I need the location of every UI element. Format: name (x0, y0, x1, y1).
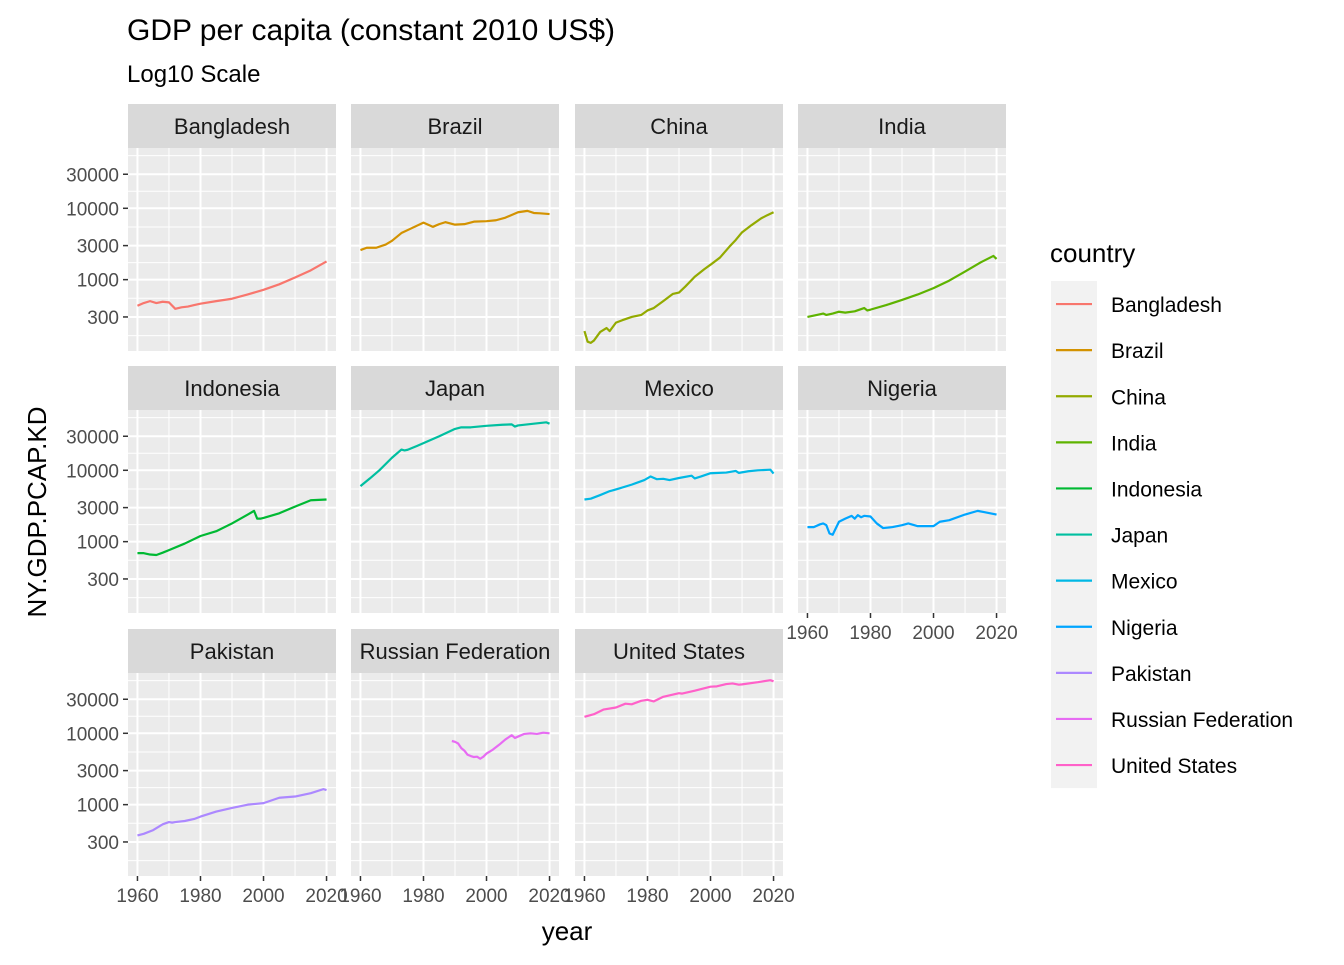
legend-label: Russian Federation (1111, 709, 1293, 732)
facet-strip (798, 366, 1006, 410)
y-tick-label: 30000 (66, 165, 119, 186)
legend-title: country (1050, 238, 1135, 268)
x-tick-label: 2000 (912, 623, 954, 644)
facet-strip-label: Russian Federation (360, 639, 551, 664)
series-line-united-states (584, 679, 774, 718)
legend-label: China (1111, 386, 1166, 409)
facet-strip (351, 366, 559, 410)
y-axis-label: NY.GDP.PCAP.KD (22, 407, 52, 618)
facet-strip-label: Indonesia (184, 376, 280, 401)
legend-label: Pakistan (1111, 663, 1192, 686)
series-line-pakistan (137, 788, 327, 837)
facet-china: China (575, 104, 783, 351)
y-tick-label: 30000 (66, 690, 119, 711)
facet-japan: Japan (351, 366, 559, 613)
x-axis-label: year (542, 916, 593, 946)
y-tick-label: 1000 (77, 533, 119, 554)
legend: country Bangladesh Brazil China India Indone… (1050, 238, 1293, 789)
y-tick-label: 3000 (77, 499, 119, 520)
legend-label: Nigeria (1111, 617, 1178, 640)
series-line-bangladesh (137, 260, 328, 310)
legend-label: Bangladesh (1111, 294, 1222, 317)
y-tick-label: 3000 (77, 237, 119, 258)
chart-subtitle: Log10 Scale (127, 61, 260, 88)
facet-strip (798, 104, 1006, 148)
x-tick-label: 1960 (786, 623, 828, 644)
chart-title: GDP per capita (constant 2010 US$) (127, 14, 615, 47)
legend-label: Brazil (1111, 340, 1164, 363)
legend-label: Japan (1111, 525, 1168, 548)
facet-panels: Bangladesh 300 1000 3000 10000 30000 Brazil Chi… (66, 104, 1018, 907)
facet-strip (128, 366, 336, 410)
x-tick-label: 1980 (849, 623, 891, 644)
legend-label: United States (1111, 755, 1237, 778)
facet-strip-label: Bangladesh (174, 114, 290, 139)
x-tick-label: 1960 (116, 886, 158, 907)
facet-strip (575, 629, 783, 673)
y-tick-label: 1000 (77, 796, 119, 817)
facet-strip (575, 104, 783, 148)
y-tick-label: 10000 (66, 461, 119, 482)
facet-strip (351, 104, 559, 148)
facet-strip-label: United States (613, 639, 745, 664)
facet-strip-label: China (650, 114, 708, 139)
series-line-russian-federation (451, 731, 550, 760)
facet-strip-label: Pakistan (190, 639, 274, 664)
y-tick-label: 300 (87, 833, 119, 854)
facet-strip-label: Nigeria (867, 376, 937, 401)
series-line-china (583, 211, 775, 344)
facet-mexico: Mexico (575, 366, 783, 613)
facet-strip-label: Brazil (427, 114, 482, 139)
x-tick-label: 2000 (242, 886, 284, 907)
x-tick-label: 1980 (626, 886, 668, 907)
facet-strip (128, 104, 336, 148)
facet-strip (575, 366, 783, 410)
facet-strip (128, 629, 336, 673)
x-tick-label: 2020 (752, 886, 794, 907)
y-tick-label: 300 (87, 570, 119, 591)
series-line-nigeria (807, 509, 997, 536)
series-line-brazil (360, 209, 550, 252)
series-line-mexico (584, 468, 775, 501)
y-tick-label: 10000 (66, 199, 119, 220)
facet-strip-label: India (878, 114, 926, 139)
x-tick-label: 2000 (689, 886, 731, 907)
x-tick-label: 2020 (528, 886, 570, 907)
legend-label: India (1111, 432, 1157, 455)
facet-strip (351, 629, 559, 673)
y-tick-label: 3000 (77, 762, 119, 783)
y-tick-label: 300 (87, 308, 119, 329)
y-tick-label: 30000 (66, 427, 119, 448)
facet-strip-label: Mexico (644, 376, 714, 401)
facet-indonesia: Indonesia 300 1000 3000 10000 30000 (66, 366, 336, 613)
x-tick-label: 2020 (305, 886, 347, 907)
x-tick-label: 2000 (465, 886, 507, 907)
facet-strip-label: Japan (425, 376, 485, 401)
series-line-indonesia (137, 498, 327, 557)
facet-pakistan: Pakistan 300 1000 3000 10000 30000 1960 1980 200… (66, 629, 348, 907)
series-line-japan (359, 421, 550, 487)
legend-label: Mexico (1111, 571, 1178, 594)
facet-united-states: United States 1960 1980 2000 2020 (563, 629, 795, 907)
facet-bangladesh: Bangladesh 300 1000 3000 10000 30000 (66, 104, 336, 351)
x-tick-label: 1960 (563, 886, 605, 907)
x-tick-label: 1980 (179, 886, 221, 907)
x-tick-label: 1960 (339, 886, 381, 907)
x-tick-label: 1980 (402, 886, 444, 907)
series-line-india (807, 254, 998, 319)
facet-india: India (798, 104, 1006, 351)
y-tick-label: 10000 (66, 724, 119, 745)
x-tick-label: 2020 (975, 623, 1017, 644)
facet-nigeria: Nigeria 1960 1980 2000 2020 (786, 366, 1018, 644)
y-tick-label: 1000 (77, 271, 119, 292)
facet-brazil: Brazil (351, 104, 559, 351)
facet-russian-federation: Russian Federation 1960 1980 2000 2020 (339, 629, 571, 907)
legend-label: Indonesia (1111, 478, 1202, 501)
